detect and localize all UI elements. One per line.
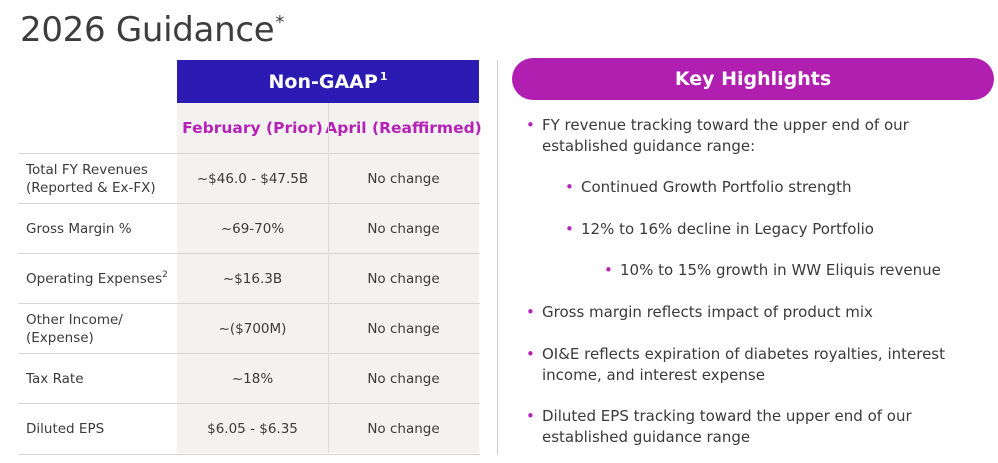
highlight-item: • OI&E reflects expiration of diabetes ro… (526, 344, 968, 386)
prior-value: $6.05 - $6.35 (207, 421, 298, 437)
reaffirmed-value: No change (367, 171, 440, 187)
bullet-icon: • (526, 116, 535, 134)
row-label-text: Other Income/ (Expense) (26, 312, 123, 346)
key-highlights-header: Key Highlights (512, 58, 994, 100)
highlight-item: • 10% to 15% growth in WW Eliquis revenue (604, 260, 968, 281)
highlight-text: FY revenue tracking toward the upper end… (542, 116, 909, 155)
bullet-icon: • (526, 345, 535, 363)
table-row: Tax Rate ~18% No change (18, 353, 480, 404)
highlight-item: • Diluted EPS tracking toward the upper e… (526, 406, 968, 448)
table-row: Gross Margin % ~69-70% No change (18, 203, 480, 254)
prior-value: ~69-70% (220, 221, 285, 237)
row-label-text: Gross Margin % (26, 221, 132, 237)
row-label: Gross Margin % (26, 204, 176, 254)
highlight-text: 12% to 16% decline in Legacy Portfolio (581, 220, 874, 238)
row-label: Total FY Revenues (Reported & Ex-FX) (26, 154, 176, 204)
reaffirmed-value: No change (367, 371, 440, 387)
page-title-text: 2026 Guidance (20, 10, 275, 50)
non-gaap-header-text: Non-GAAP (268, 70, 378, 93)
reaffirmed-value: No change (367, 221, 440, 237)
bullet-icon: • (526, 303, 535, 321)
prior-value: ~($700M) (218, 321, 287, 337)
highlight-item: • 12% to 16% decline in Legacy Portfolio (565, 219, 968, 240)
highlight-text: OI&E reflects expiration of diabetes roy… (542, 345, 945, 384)
row-label-text: Total FY Revenues (Reported & Ex-FX) (26, 162, 156, 196)
reaffirmed-value: No change (367, 321, 440, 337)
column-header-prior: February (Prior) (182, 119, 323, 137)
column-header-reaffirmed: April (Reaffirmed) (325, 119, 482, 137)
highlight-item: • Gross margin reflects impact of product… (526, 302, 968, 323)
row-label: Other Income/ (Expense) (26, 304, 176, 354)
reaffirmed-value: No change (367, 271, 440, 287)
table-row: Total FY Revenues (Reported & Ex-FX) ~$46… (18, 153, 480, 204)
prior-value: ~$16.3B (222, 271, 283, 287)
bullet-icon: • (565, 220, 574, 238)
highlight-text: 10% to 15% growth in WW Eliquis revenue (620, 261, 941, 279)
prior-value: ~$46.0 - $47.5B (196, 171, 309, 187)
table-row: Diluted EPS $6.05 - $6.35 No change (18, 403, 480, 455)
highlight-item: • FY revenue tracking toward the upper en… (526, 115, 968, 157)
bullet-icon: • (565, 178, 574, 196)
highlight-text: Continued Growth Portfolio strength (581, 178, 852, 196)
row-label: Diluted EPS (26, 404, 176, 454)
reaffirmed-value: No change (367, 421, 440, 437)
column-separator (328, 103, 329, 453)
row-label: Operating Expenses 2 (26, 254, 176, 304)
row-label-text: Operating Expenses (26, 271, 163, 287)
bullet-icon: • (604, 261, 613, 279)
row-footnote-mark: 2 (162, 270, 168, 280)
title-footnote-mark: * (275, 12, 285, 33)
row-label-text: Diluted EPS (26, 421, 105, 437)
bullet-icon: • (526, 407, 535, 425)
section-divider (497, 60, 498, 455)
highlight-item: • Continued Growth Portfolio strength (565, 177, 968, 198)
highlight-text: Diluted EPS tracking toward the upper en… (542, 407, 912, 446)
highlight-text: Gross margin reflects impact of product … (542, 303, 873, 321)
row-label: Tax Rate (26, 354, 176, 404)
non-gaap-header: Non-GAAP 1 (177, 60, 479, 103)
row-label-text: Tax Rate (26, 371, 84, 387)
table-row: Operating Expenses 2 ~$16.3B No change (18, 253, 480, 304)
non-gaap-footnote-mark: 1 (379, 70, 388, 83)
table-row: Other Income/ (Expense) ~($700M) No change (18, 303, 480, 354)
page-title: 2026 Guidance* (20, 10, 284, 50)
prior-value: ~18% (231, 371, 274, 387)
